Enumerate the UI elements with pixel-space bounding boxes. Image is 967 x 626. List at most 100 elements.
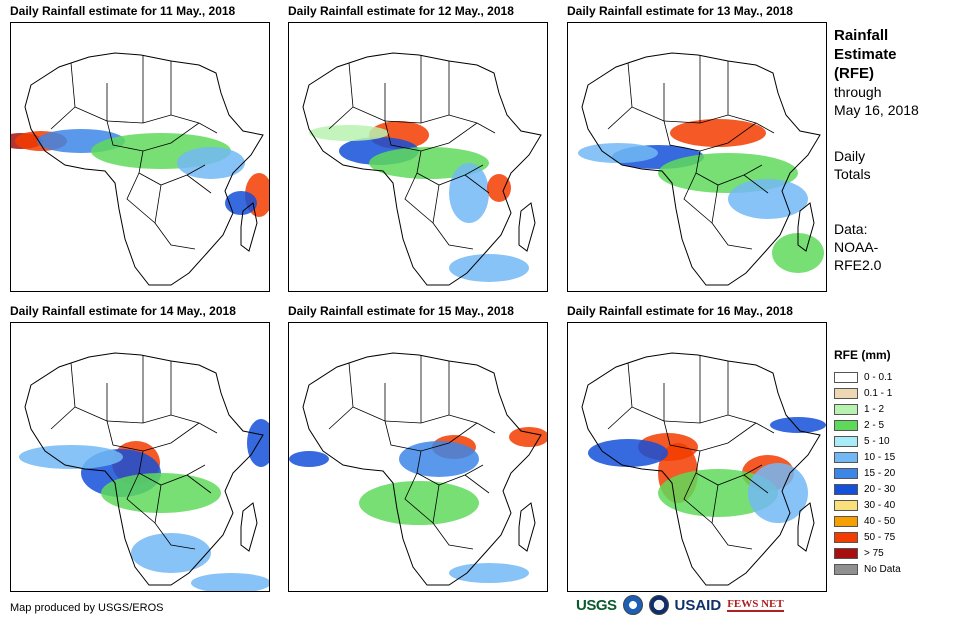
legend-item: 0 - 0.1: [834, 369, 964, 385]
legend-label: 15 - 20: [864, 467, 896, 479]
legend-swatch: [834, 371, 858, 383]
country-border: [186, 474, 212, 494]
legend-swatch: [834, 531, 858, 543]
country-border: [186, 174, 212, 194]
country-border: [663, 414, 757, 424]
rainfall-area: [289, 451, 329, 467]
country-border: [328, 106, 354, 130]
madagascar-outline: [518, 502, 536, 552]
country-border: [348, 62, 386, 122]
rainfall-area: [449, 254, 529, 282]
totals-line: Daily: [834, 148, 866, 164]
legend-swatch: [834, 547, 858, 559]
legend-swatch: [834, 515, 858, 527]
madagascar-outline: [240, 202, 258, 252]
country-border: [743, 174, 769, 194]
panel-title: Daily Rainfall estimate for 12 May., 201…: [288, 4, 514, 18]
rainfall-area: [770, 417, 826, 433]
data-source-line: NOAA-: [834, 239, 879, 255]
country-border: [464, 474, 490, 494]
legend-item: 2 - 5: [834, 417, 964, 433]
rainfall-map: [288, 22, 548, 292]
country-border: [126, 172, 156, 224]
coastline: [302, 52, 542, 286]
rainfall-area: [177, 147, 245, 179]
rainfall-area: [487, 174, 511, 202]
rainfall-map: [10, 322, 270, 592]
country-border: [432, 484, 474, 550]
rainfall-area: [225, 191, 257, 215]
legend-label: 20 - 30: [864, 483, 896, 495]
africa-map-11-may: [11, 52, 269, 286]
madagascar-outline: [240, 502, 258, 552]
country-border: [384, 414, 478, 424]
legend-item: 10 - 15: [834, 449, 964, 465]
coastline: [581, 352, 821, 586]
country-border: [607, 406, 633, 430]
noaa-seal-icon: [622, 595, 643, 615]
legend-item: > 75: [834, 545, 964, 561]
period-line: May 16, 2018: [834, 102, 919, 118]
legend-label: 0 - 0.1: [864, 371, 893, 383]
country-border: [198, 122, 218, 134]
legend-item: 5 - 10: [834, 433, 964, 449]
totals-line: Totals: [834, 166, 871, 182]
country-border: [755, 422, 775, 434]
legend-item: 40 - 50: [834, 513, 964, 529]
rainfall-area: [509, 427, 547, 447]
legend-item: 20 - 30: [834, 481, 964, 497]
africa-map-16-may: [581, 352, 826, 586]
data-source-line: RFE2.0: [834, 257, 882, 273]
usaid-logo: USAID: [674, 596, 722, 614]
rainfall-area: [728, 179, 808, 219]
rainfall-area: [19, 445, 123, 469]
country-border: [328, 406, 354, 430]
legend-label: > 75: [864, 547, 884, 559]
coastline: [302, 352, 542, 586]
country-border: [711, 484, 753, 550]
legend-item: No Data: [834, 561, 964, 577]
country-border: [711, 184, 753, 250]
country-border: [683, 472, 713, 524]
legend-swatch: [834, 419, 858, 431]
legend-label: 2 - 5: [864, 419, 885, 431]
country-border: [627, 362, 665, 422]
title-line: Rainfall: [834, 27, 889, 44]
country-border: [663, 114, 757, 124]
country-border: [476, 422, 496, 434]
madagascar-outline: [797, 502, 815, 552]
map-panel-15-may: Daily Rainfall estimate for 15 May., 201…: [288, 304, 548, 592]
rainfall-map: [567, 322, 827, 592]
map-panel-14-may: Daily Rainfall estimate for 14 May., 201…: [10, 304, 270, 592]
legend-swatch: [834, 435, 858, 447]
rainfall-area: [748, 463, 808, 523]
country-border: [743, 474, 769, 494]
panel-title: Daily Rainfall estimate for 16 May., 201…: [567, 304, 793, 318]
rainfall-area: [359, 481, 479, 525]
legend-item: 30 - 40: [834, 497, 964, 513]
coastline: [581, 52, 821, 286]
rainfall-legend: RFE (mm) 0 - 0.1 0.1 - 1 1 - 2 2 - 5 5 - 10 1…: [834, 348, 964, 577]
country-border: [70, 62, 108, 122]
legend-swatch: [834, 499, 858, 511]
usaid-seal-icon: [648, 595, 669, 615]
rainfall-area: [399, 441, 479, 477]
credit-text: Map produced by USGS/EROS: [10, 602, 164, 614]
legend-label: 30 - 40: [864, 499, 896, 511]
africa-map-15-may: [289, 352, 547, 586]
legend-label: 40 - 50: [864, 515, 896, 527]
madagascar-outline: [797, 202, 815, 252]
country-border: [755, 122, 775, 134]
data-source-line: Data:: [834, 221, 868, 237]
legend-title: RFE (mm): [834, 348, 891, 362]
map-panel-11-may: Daily Rainfall estimate for 11 May., 201…: [10, 4, 270, 292]
country-border: [70, 362, 108, 422]
rainfall-area: [658, 469, 778, 517]
rainfall-area: [131, 533, 211, 573]
country-border: [106, 420, 200, 452]
map-description: Rainfall Estimate (RFE) through May 16, …: [834, 26, 964, 274]
legend-label: No Data: [864, 563, 901, 575]
legend-label: 5 - 10: [864, 435, 890, 447]
legend-item: 15 - 20: [834, 465, 964, 481]
title-line: Estimate: [834, 46, 897, 63]
